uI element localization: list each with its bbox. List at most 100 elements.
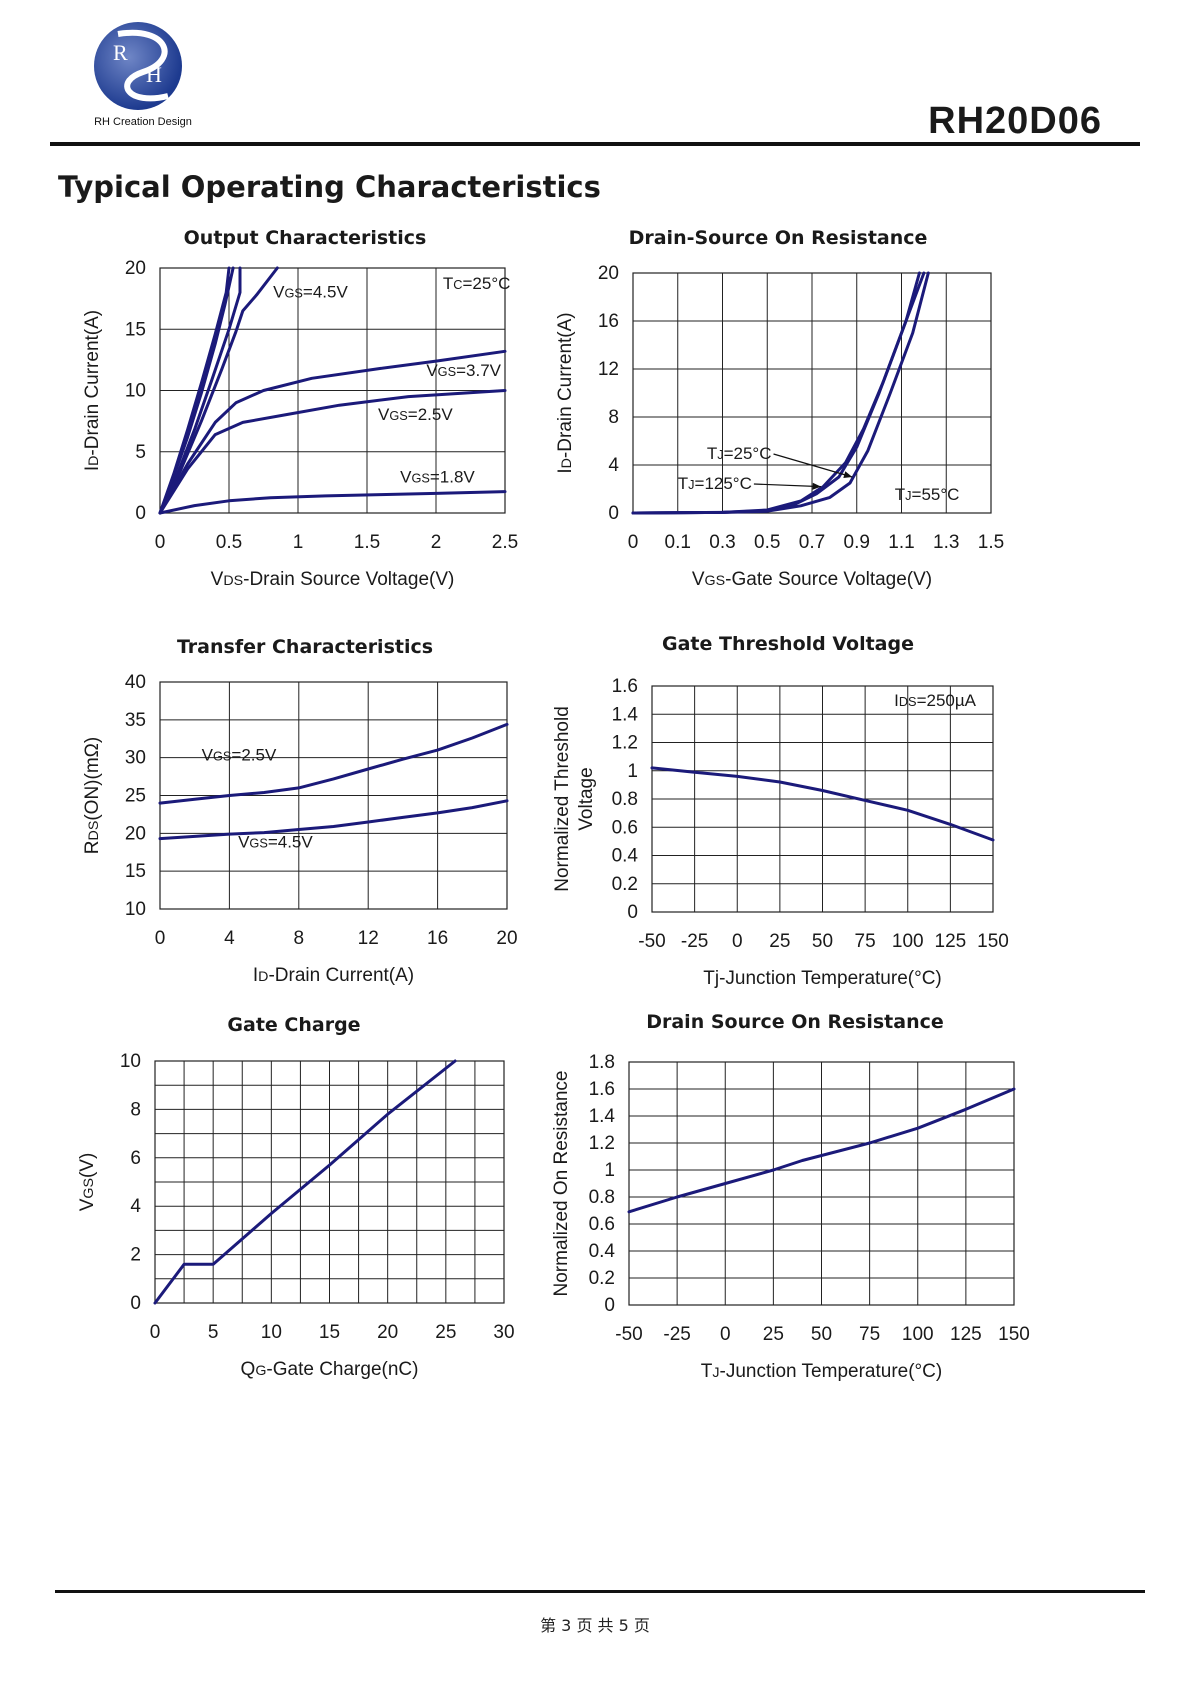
y-tick-label: 5 — [135, 442, 146, 463]
x-tick-label: 10 — [261, 1322, 282, 1343]
y-axis-label: Normalized Threshold — [552, 706, 573, 892]
chart-title: Gate Threshold Voltage — [662, 633, 914, 655]
y-tick-label: 0 — [604, 1295, 615, 1316]
y-tick-label: 0.4 — [612, 846, 639, 867]
x-tick-label: 0 — [628, 532, 639, 553]
x-tick-label: 30 — [493, 1322, 514, 1343]
y-tick-label: 30 — [125, 748, 146, 769]
x-tick-label: 0 — [150, 1322, 161, 1343]
x-tick-label: 0.7 — [799, 532, 825, 553]
x-tick-label: 0.3 — [709, 532, 735, 553]
x-tick-label: 0 — [720, 1324, 731, 1345]
x-tick-label: 15 — [319, 1322, 340, 1343]
x-tick-label: -25 — [663, 1324, 690, 1345]
series-line-1 — [158, 722, 509, 805]
y-tick-label: 0.8 — [612, 789, 638, 810]
y-tick-label: 25 — [125, 786, 146, 807]
y-tick-label: 8 — [608, 407, 619, 428]
x-tick-label: 100 — [902, 1324, 934, 1345]
x-tick-label: 20 — [377, 1322, 398, 1343]
y-tick-label: 1.4 — [612, 704, 639, 725]
x-tick-label: 0 — [732, 931, 743, 952]
x-tick-label: 0.5 — [754, 532, 780, 553]
x-tick-label: 8 — [294, 928, 305, 949]
series-line-6 — [158, 389, 507, 515]
x-tick-label: 1.1 — [888, 532, 914, 553]
company-logo: R H RH Creation Design — [78, 20, 208, 132]
y-tick-label: 0 — [608, 503, 619, 524]
y-tick-label: 4 — [608, 455, 619, 476]
y-axis-label: ID-Drain Current(A) — [555, 312, 576, 473]
x-tick-label: 0.5 — [216, 532, 242, 553]
x-tick-label: 75 — [855, 931, 876, 952]
annotation-label: VGS=2.5V — [378, 405, 453, 424]
x-tick-label: 20 — [496, 928, 517, 949]
x-tick-label: 1.3 — [933, 532, 959, 553]
series-line-2 — [158, 266, 231, 515]
y-tick-label: 2 — [130, 1245, 141, 1266]
x-tick-label: 100 — [892, 931, 924, 952]
x-axis-label: QG-Gate Charge(nC) — [241, 1359, 419, 1380]
y-tick-label: 20 — [598, 263, 619, 284]
x-tick-label: 2.5 — [492, 532, 518, 553]
x-tick-label: 125 — [950, 1324, 982, 1345]
svg-text:H: H — [146, 62, 162, 87]
y-tick-label: 1.6 — [612, 676, 638, 697]
x-tick-label: 12 — [358, 928, 379, 949]
series-line-5 — [158, 349, 507, 515]
section-title: Typical Operating Characteristics — [58, 170, 601, 204]
y-tick-label: 1 — [604, 1160, 615, 1181]
series-line-1 — [153, 1059, 457, 1305]
x-tick-label: 125 — [935, 931, 967, 952]
y-tick-label: 6 — [130, 1148, 141, 1169]
y-tick-label: 0.2 — [589, 1268, 615, 1289]
y-tick-label: 10 — [125, 381, 146, 402]
annotation-label: TC=25°C — [443, 274, 511, 293]
y-tick-label: 0 — [130, 1293, 141, 1314]
series-line-3 — [631, 271, 930, 515]
x-tick-label: -50 — [638, 931, 665, 952]
plot-frame — [651, 685, 994, 913]
x-tick-label: 150 — [977, 931, 1009, 952]
y-tick-label: 1.4 — [589, 1106, 616, 1127]
header-rule — [50, 142, 1140, 146]
y-tick-label: 0 — [135, 503, 146, 524]
x-axis-label: ID-Drain Current(A) — [253, 965, 414, 986]
y-tick-label: 35 — [125, 710, 146, 731]
annotation-arrow — [753, 483, 821, 488]
chart-title: Gate Charge — [227, 1014, 360, 1036]
x-tick-label: 1.5 — [354, 532, 380, 553]
annotation-label: VGS=1.8V — [400, 467, 475, 486]
y-tick-label: 0.8 — [589, 1187, 615, 1208]
x-tick-label: 25 — [769, 931, 790, 952]
grid — [628, 1061, 1015, 1306]
footer-rule — [55, 1590, 1145, 1593]
annotation-label: TJ=55°C — [895, 485, 960, 504]
chart-title: Drain Source On Resistance — [646, 1011, 944, 1033]
y-tick-label: 20 — [125, 258, 146, 279]
x-axis-label: VGS-Gate Source Voltage(V) — [692, 569, 932, 590]
plot-frame — [159, 681, 508, 910]
annotation-arrow — [773, 453, 853, 478]
x-tick-label: 0 — [155, 532, 166, 553]
x-tick-label: 25 — [435, 1322, 456, 1343]
y-tick-label: 12 — [598, 359, 619, 380]
x-tick-label: 0 — [155, 928, 166, 949]
x-axis-label: TJ-Junction Temperature(°C) — [701, 1361, 942, 1382]
x-tick-label: 1.5 — [978, 532, 1004, 553]
y-axis-label: Voltage — [576, 767, 597, 830]
x-axis-label: VDS-Drain Source Voltage(V) — [211, 569, 455, 590]
x-tick-label: 2 — [431, 532, 442, 553]
chart-title: Output Characteristics — [184, 227, 427, 249]
x-tick-label: 50 — [811, 1324, 832, 1345]
arrow-head-icon — [812, 482, 821, 490]
y-tick-label: 10 — [125, 899, 146, 920]
chart-title: Transfer Characteristics — [177, 636, 433, 658]
